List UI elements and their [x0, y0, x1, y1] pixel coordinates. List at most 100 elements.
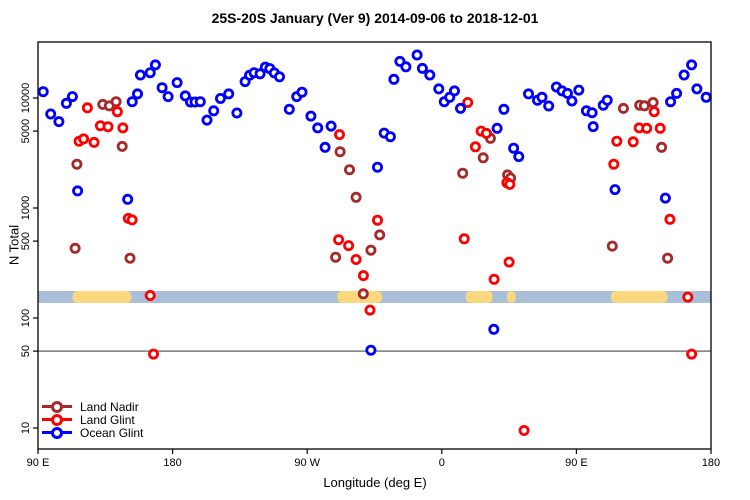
land-glint-marker-icon — [42, 413, 72, 426]
data-point-ocean-glint — [609, 184, 621, 196]
data-point-land-nadir — [69, 242, 81, 254]
data-point-ocean-glint — [305, 110, 317, 122]
x-tick-label: 90 E — [27, 457, 50, 469]
data-point-ocean-glint — [543, 100, 555, 112]
data-point-ocean-glint — [325, 120, 337, 132]
y-tick-label: 50 — [20, 345, 32, 357]
data-point-ocean-glint — [488, 323, 500, 335]
y-tick-label: 5000 — [20, 119, 32, 143]
data-point-ocean-glint — [194, 96, 206, 108]
data-point-land-nadir — [656, 141, 668, 153]
data-point-land-glint — [611, 135, 623, 147]
data-point-land-glint — [488, 273, 500, 285]
y-tick-label: 100 — [20, 309, 32, 327]
data-point-ocean-glint — [400, 61, 412, 73]
data-point-ocean-glint — [665, 96, 677, 108]
data-point-ocean-glint — [45, 108, 57, 120]
data-point-ocean-glint — [691, 83, 703, 95]
data-point-ocean-glint — [587, 121, 599, 133]
data-point-ocean-glint — [561, 87, 573, 99]
data-point-ocean-glint — [566, 95, 578, 107]
data-point-land-glint — [608, 158, 620, 170]
data-point-ocean-glint — [686, 59, 698, 71]
data-point-ocean-glint — [134, 69, 146, 81]
data-point-ocean-glint — [491, 122, 503, 134]
data-point-land-glint — [480, 127, 492, 139]
data-point-ocean-glint — [37, 86, 49, 98]
data-point-ocean-glint — [448, 85, 460, 97]
data-point-ocean-glint — [122, 193, 134, 205]
y-tick-label: 10000 — [20, 83, 32, 114]
data-point-ocean-glint — [678, 69, 690, 81]
chart-title: 25S-20S January (Ver 9) 2014-09-06 to 20… — [211, 10, 539, 26]
data-point-ocean-glint — [573, 84, 585, 96]
data-point-ocean-glint — [371, 161, 383, 173]
data-point-land-glint — [78, 133, 90, 145]
y-tick-label: 1000 — [20, 196, 32, 220]
data-point-land-glint — [357, 270, 369, 282]
x-axis-title: Longitude (deg E) — [323, 475, 427, 490]
data-point-land-nadir — [330, 251, 342, 263]
data-point-land-nadir — [110, 96, 122, 108]
data-point-ocean-glint — [60, 97, 72, 109]
data-point-ocean-glint — [523, 88, 535, 100]
data-point-land-nadir — [124, 252, 136, 264]
data-point-land-glint — [333, 234, 345, 246]
land-band-segment — [72, 290, 132, 303]
data-point-ocean-glint — [454, 102, 466, 114]
data-point-land-glint — [504, 178, 516, 190]
legend-label: Land Glint — [80, 412, 135, 427]
data-point-ocean-glint — [254, 68, 266, 80]
data-point-ocean-glint — [273, 71, 285, 83]
legend-item-land-nadir: Land Nadir — [42, 400, 143, 414]
data-point-land-nadir — [374, 229, 386, 241]
data-point-land-glint — [81, 102, 93, 114]
data-point-ocean-glint — [162, 91, 174, 103]
data-point-land-glint — [88, 136, 100, 148]
data-point-ocean-glint — [416, 62, 428, 74]
data-point-ocean-glint — [53, 116, 65, 128]
data-point-land-nadir — [617, 102, 629, 114]
data-point-ocean-glint — [365, 344, 377, 356]
data-point-ocean-glint — [700, 91, 712, 103]
data-point-land-nadir — [350, 191, 362, 203]
data-point-land-nadir — [647, 97, 659, 109]
data-point-land-glint — [627, 136, 639, 148]
data-point-land-glint — [462, 97, 474, 109]
y-tick-label: 500 — [20, 232, 32, 250]
data-point-land-glint — [350, 253, 362, 265]
data-point-land-nadir — [477, 152, 489, 164]
data-point-land-glint — [126, 214, 138, 226]
data-point-ocean-glint — [671, 87, 683, 99]
data-point-land-glint — [111, 106, 123, 118]
data-point-ocean-glint — [156, 82, 168, 94]
x-tick-label: 90 W — [294, 457, 320, 469]
data-point-ocean-glint — [283, 103, 295, 115]
data-point-land-glint — [469, 141, 481, 153]
land-band-segment — [506, 290, 516, 303]
data-point-ocean-glint — [126, 96, 138, 108]
data-point-ocean-glint — [384, 131, 396, 143]
data-point-ocean-glint — [388, 73, 400, 85]
legend-item-ocean-glint: Ocean Glint — [42, 426, 143, 440]
data-point-land-nadir — [334, 146, 346, 158]
data-point-land-nadir — [606, 240, 618, 252]
data-point-ocean-glint — [498, 103, 510, 115]
data-point-land-glint — [503, 256, 515, 268]
data-point-land-glint — [648, 106, 660, 118]
data-point-ocean-glint — [149, 59, 161, 71]
legend: Land Nadir Land Glint Ocean Glint — [42, 400, 143, 440]
plot-frame — [37, 41, 712, 450]
data-point-land-glint — [333, 129, 345, 141]
data-point-ocean-glint — [312, 122, 324, 134]
data-point-ocean-glint — [508, 142, 520, 154]
data-point-land-glint — [147, 348, 159, 360]
x-tick-label: 180 — [702, 457, 720, 469]
data-point-land-nadir — [71, 158, 83, 170]
land-band-segment — [465, 290, 493, 303]
legend-item-land-glint: Land Glint — [42, 412, 143, 427]
data-point-land-nadir — [662, 252, 674, 264]
data-point-land-glint — [343, 240, 355, 252]
data-point-land-glint — [117, 122, 129, 134]
